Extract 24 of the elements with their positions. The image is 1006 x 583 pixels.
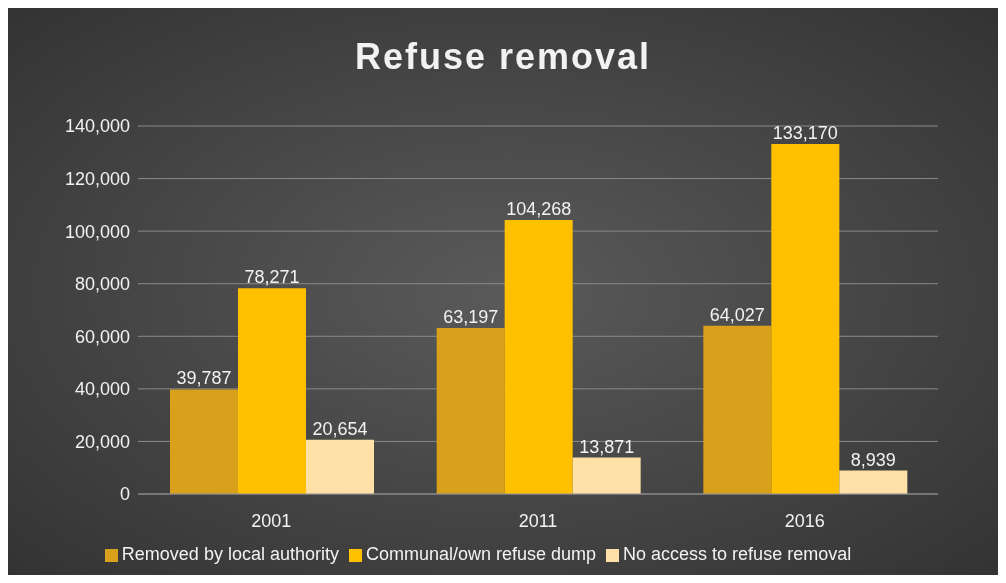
data-label: 78,271 bbox=[244, 267, 300, 288]
y-tick-label: 140,000 bbox=[64, 116, 130, 137]
y-tick-label: 60,000 bbox=[74, 326, 130, 347]
data-label: 104,268 bbox=[506, 198, 572, 219]
y-tick-label: 80,000 bbox=[74, 274, 130, 295]
data-label: 13,871 bbox=[579, 436, 635, 457]
y-tick-label: 40,000 bbox=[74, 379, 130, 400]
data-label: 8,939 bbox=[850, 449, 896, 470]
legend-label: No access to refuse removal bbox=[623, 544, 852, 564]
x-tick-label: 2011 bbox=[518, 510, 558, 531]
data-label: 39,787 bbox=[176, 368, 232, 389]
x-tick-label: 2001 bbox=[251, 510, 292, 531]
y-tick-label: 100,000 bbox=[64, 221, 130, 242]
data-label: 63,197 bbox=[443, 306, 499, 327]
x-tick-label: 2016 bbox=[784, 510, 825, 531]
y-tick-label: 0 bbox=[119, 484, 130, 505]
data-label: 64,027 bbox=[709, 304, 765, 325]
data-label: 20,654 bbox=[312, 418, 368, 439]
legend-label: Communal/own refuse dump bbox=[365, 544, 597, 564]
y-tick-label: 20,000 bbox=[74, 431, 130, 452]
legend-label: Removed by local authority bbox=[121, 544, 339, 564]
y-tick-label: 120,000 bbox=[64, 168, 130, 189]
chart-title: Refuse removal bbox=[353, 35, 653, 79]
data-label: 133,170 bbox=[772, 122, 838, 143]
